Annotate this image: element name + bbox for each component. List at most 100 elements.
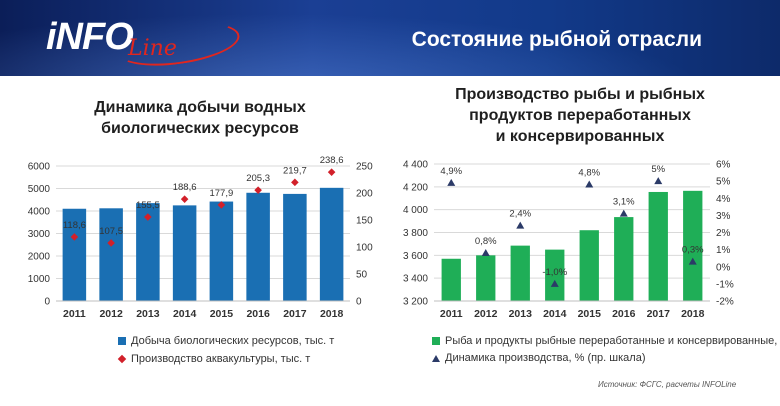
chart2-marker: [585, 180, 594, 188]
chart1-legend-marker: Производство аквакультуры, тыс. т: [117, 353, 311, 365]
chart1-x-tick: 2011: [63, 308, 86, 320]
chart2-marker: [481, 249, 490, 257]
chart2-data-label: 4,9%: [440, 166, 462, 177]
chart2-x-tick: 2011: [440, 308, 463, 320]
chart2-title-line: и консервированных: [495, 128, 665, 145]
chart1-y-left-tick: 0: [44, 297, 50, 308]
chart1-bar: [209, 201, 234, 301]
chart2-x-tick: 2018: [681, 308, 705, 320]
chart1-y-left-tick: 6000: [28, 162, 51, 173]
legend-label: Производство аквакультуры, тыс. т: [131, 353, 311, 365]
chart1-marker: [327, 168, 336, 176]
chart2-x-tick: 2013: [509, 308, 533, 320]
chart1-y-right-tick: 100: [356, 243, 373, 254]
chart2-marker: [654, 177, 663, 185]
chart1-bar: [319, 187, 344, 301]
chart2-bar: [683, 190, 703, 301]
source-note: Источник: ФСГС, расчеты INFOLine: [598, 380, 737, 389]
chart2-y-right-tick: 3%: [716, 211, 731, 222]
logo-text: iNFO: [46, 16, 134, 58]
chart2-data-label: -1,0%: [542, 267, 567, 278]
chart1-bar: [136, 203, 160, 301]
chart1-x-tick: 2018: [320, 308, 344, 320]
chart2-bar: [545, 249, 565, 301]
chart2-marker: [447, 178, 456, 186]
chart1-bar: [99, 208, 123, 301]
chart1-y-left-tick: 2000: [28, 252, 51, 263]
chart2-marker: [516, 221, 525, 229]
chart1-data-label: 155,5: [136, 200, 160, 211]
chart2-x-tick: 2012: [474, 308, 498, 320]
legend-square-icon: [118, 337, 126, 345]
chart2-title: Производство рыбы и рыбных продуктов пер…: [430, 84, 730, 147]
chart2-bar: [614, 217, 634, 301]
chart1-legend-bar: Добыча биологических ресурсов, тыс. т: [118, 335, 334, 347]
chart2-y-right-tick: -1%: [716, 279, 734, 290]
header-banner: iNFO Line Состояние рыбной отрасли: [0, 0, 780, 76]
chart1-marker: [254, 186, 262, 194]
chart2-marker: [550, 279, 559, 287]
chart2-legend-marker: Динамика производства, % (пр. шкала): [432, 352, 646, 364]
chart2-y-left-tick: 3 400: [403, 274, 428, 285]
chart2-title-line: Производство рыбы и рыбных: [455, 86, 705, 103]
chart2-y-right-tick: 2%: [716, 228, 731, 239]
chart2-title-line: продуктов переработанных: [469, 107, 691, 124]
banner-gloss: [0, 0, 780, 76]
legend-label: Добыча биологических ресурсов, тыс. т: [131, 335, 335, 347]
chart2-y-left-tick: 3 600: [403, 251, 428, 262]
chart1-title: Динамика добычи водных биологических рес…: [70, 97, 330, 139]
chart2-data-label: 0,8%: [475, 236, 497, 247]
chart2-data-label: 5%: [651, 164, 665, 175]
chart1-y-right-tick: 200: [356, 189, 373, 200]
chart2-legend-bar: Рыба и продукты рыбные переработанные и …: [432, 335, 780, 347]
chart1-y-left-tick: 4000: [28, 207, 51, 218]
chart1-x-tick: 2013: [136, 308, 160, 320]
chart1-x-tick: 2012: [99, 308, 123, 320]
chart1-x-tick: 2017: [283, 308, 307, 320]
chart2-y-left-tick: 3 800: [403, 228, 428, 239]
legend-label: Рыба и продукты рыбные переработанные и …: [445, 335, 780, 347]
chart1-title-line: Динамика добычи водных: [94, 99, 306, 116]
legend-square-icon: [432, 337, 440, 345]
chart2-y-right-tick: -2%: [716, 297, 734, 308]
chart2-svg: 3 200 3 400 3 600 3 800 4 000 4 200 4 400 -2% -1…: [403, 160, 734, 321]
chart2-x-tick: 2014: [543, 308, 567, 320]
chart2-y-left-tick: 3 200: [403, 297, 428, 308]
chart2-y-left-tick: 4 000: [403, 205, 428, 216]
chart2-x-tick: 2015: [578, 308, 602, 320]
chart2-marker: [688, 257, 697, 265]
chart2-data-label: 0,3%: [682, 245, 704, 256]
chart2-bar: [648, 191, 668, 301]
chart1-svg: 0 1000 2000 3000 4000 5000 6000 0 50 100 150 200 250…: [28, 155, 373, 320]
page-title: Состояние рыбной отрасли: [411, 28, 702, 51]
chart2-y-right-tick: 0%: [716, 262, 731, 273]
chart2-x-tick: 2017: [647, 308, 671, 320]
chart1-x-tick: 2015: [210, 308, 234, 320]
chart2-bar: [476, 255, 496, 301]
chart2-y-left-tick: 4 400: [403, 160, 428, 171]
chart1-bar: [172, 205, 197, 301]
chart2-y-right-tick: 4%: [716, 194, 731, 205]
chart1-data-label: 238,6: [320, 155, 344, 166]
chart1-y-right-tick: 250: [356, 162, 373, 173]
chart1-bar: [283, 193, 307, 301]
chart1-y-left-tick: 5000: [28, 184, 51, 195]
chart1-x-tick: 2014: [173, 308, 197, 320]
chart2-x-tick: 2016: [612, 308, 636, 320]
chart1-title-line: биологических ресурсов: [101, 120, 299, 137]
chart1-data-label: 177,9: [209, 188, 233, 199]
chart2-data-label: 2,4%: [509, 209, 531, 220]
chart1-data-label: 107,5: [99, 226, 123, 237]
chart1-marker: [70, 233, 79, 241]
chart1-y-right-tick: 150: [356, 216, 373, 227]
chart1-data-label: 188,6: [173, 182, 197, 193]
legend-label: Динамика производства, % (пр. шкала): [445, 352, 646, 364]
chart1-marker: [107, 239, 115, 247]
chart1-y-right-tick: 50: [356, 270, 368, 281]
chart2-y-right-tick: 1%: [716, 245, 731, 256]
chart1-data-label: 205,3: [246, 173, 270, 184]
chart1-y-left-tick: 3000: [28, 229, 51, 240]
chart1-marker: [144, 213, 152, 221]
chart1-marker: [291, 178, 299, 187]
chart2-y-right-tick: 6%: [716, 160, 731, 171]
